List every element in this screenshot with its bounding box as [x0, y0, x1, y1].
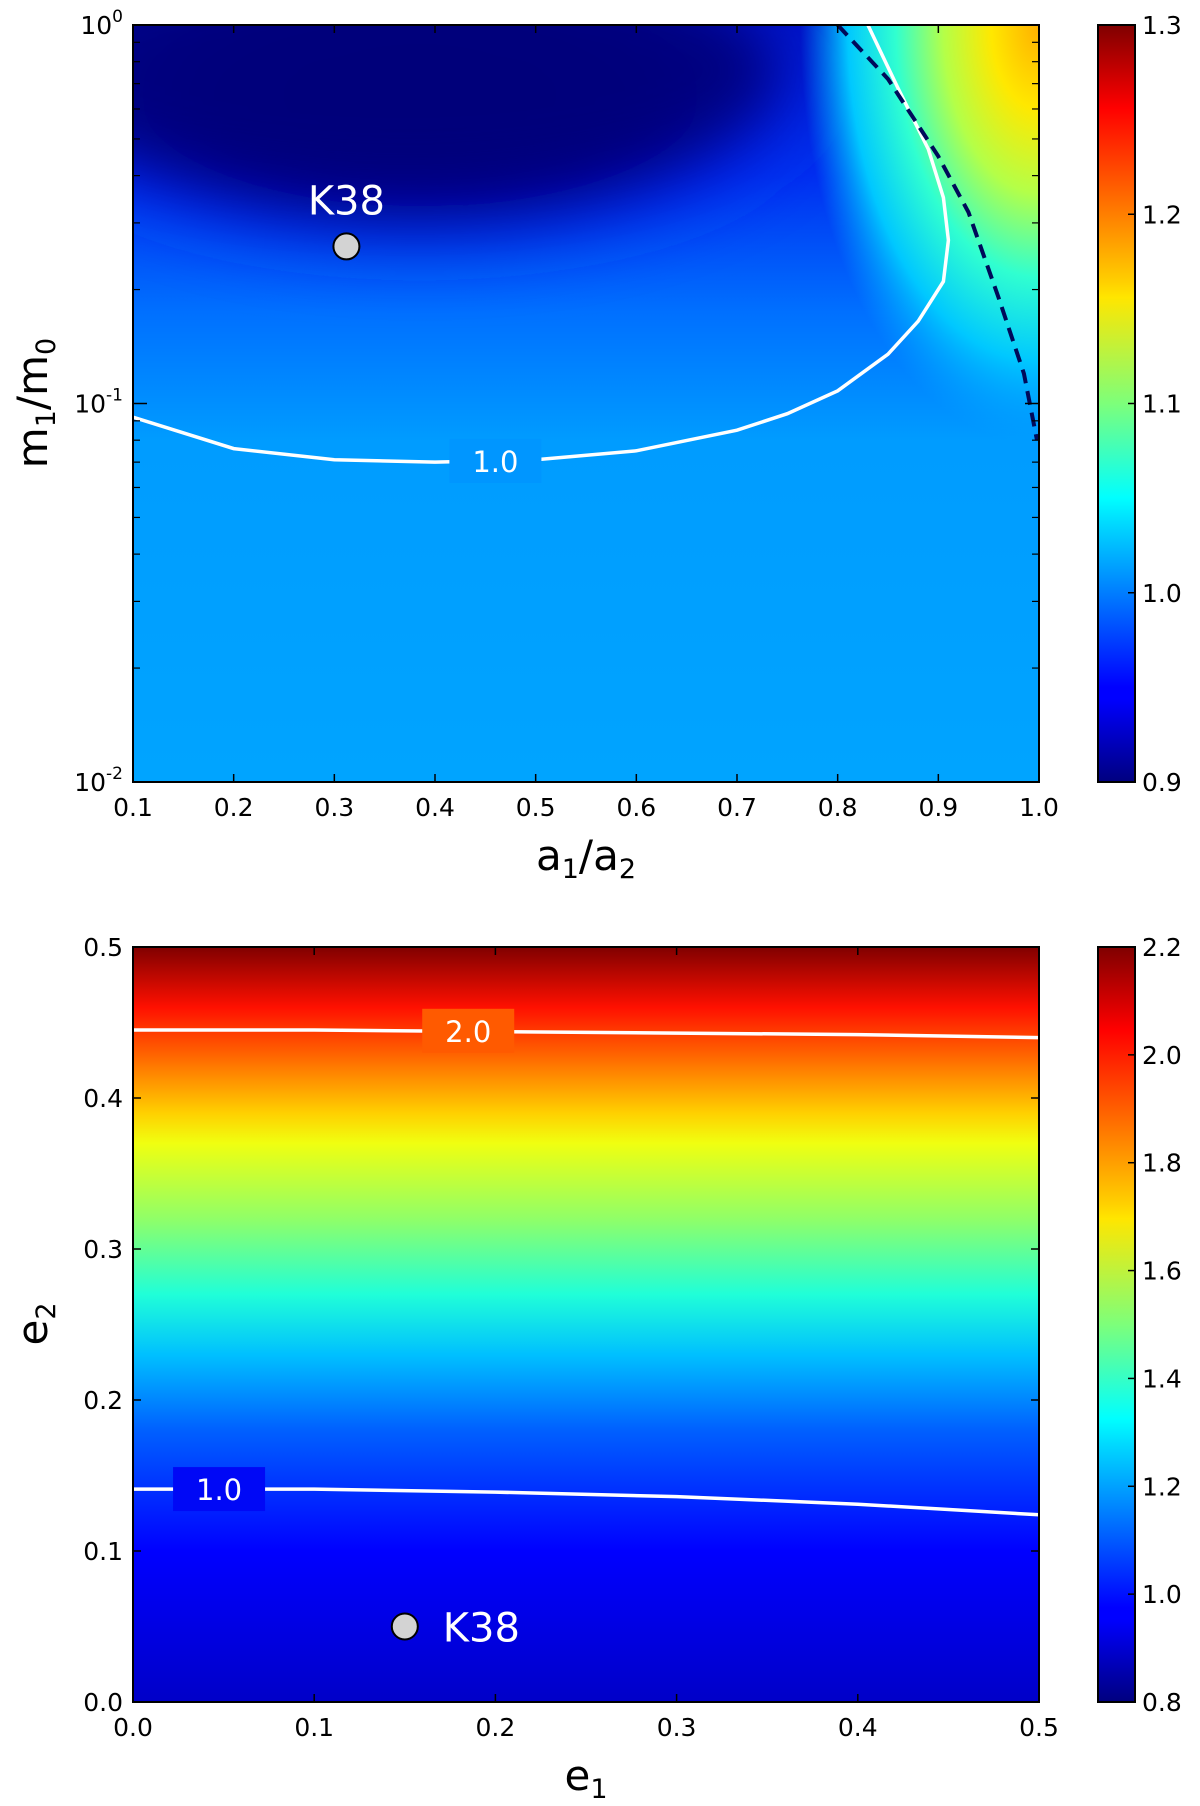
y-tick-label: 0.3 [83, 1235, 123, 1264]
contour-label-2p0: 2.0 [445, 1015, 491, 1049]
top-x-ticks: 0.1 0.2 0.3 0.4 0.5 0.6 0.7 0.8 0.9 1.0 [113, 25, 1059, 822]
colorbar-tick-label: 0.9 [1142, 768, 1182, 797]
colorbar-tick-label: 1.0 [1142, 579, 1182, 608]
y-tick-label: 0.0 [83, 1688, 123, 1717]
contour-label-1p0: 1.0 [472, 445, 518, 479]
colorbar-tick-label: 2.0 [1142, 1041, 1182, 1070]
bottom-y-ticks: 0.0 0.1 0.2 0.3 0.4 0.5 [83, 933, 1039, 1717]
x-tick-label: 0.5 [516, 793, 556, 822]
x-tick-label: 0.2 [476, 1713, 516, 1742]
bottom-colorbar-ticks: 2.2 2.0 1.8 1.6 1.4 1.2 1.0 0.8 [1128, 933, 1182, 1717]
top-x-axis-label: a1/a2 [536, 831, 636, 885]
colorbar-tick-label: 1.3 [1142, 11, 1182, 40]
colorbar-tick-label: 1.2 [1142, 1472, 1182, 1501]
k38-marker [332, 232, 361, 261]
colorbar-tick-label: 1.2 [1142, 200, 1182, 229]
colorbar-tick-label: 1.0 [1142, 1580, 1182, 1609]
contour-label-2p0-background [422, 1008, 515, 1053]
k38-label-bottom: K38 [443, 1606, 520, 1652]
bottom-panel: 2.0 1.0 K38 0.0 0.1 0.2 0.3 0.4 0.5 0.0 0.1 0.2… [8, 933, 1182, 1805]
bottom-x-ticks: 0.0 0.1 0.2 0.3 0.4 0.5 [113, 947, 1059, 1742]
k38-label: K38 [308, 178, 385, 224]
top-panel: 1.0 K38 0.1 0.2 0.3 0.4 0.5 0.6 0.7 0.8 0.9 1.0 1… [8, 7, 1182, 885]
contour-line-1p0 [133, 25, 951, 464]
bottom-axes-frame [132, 946, 1040, 1703]
contour-label-background [449, 438, 542, 483]
x-tick-label: 0.9 [918, 793, 958, 822]
colorbar-tick-label: 2.2 [1142, 933, 1182, 962]
contour-line-2p0 [133, 1028, 1039, 1040]
x-tick-label: 0.0 [113, 1713, 153, 1742]
contour-label-1p0-bottom: 1.0 [196, 1473, 242, 1507]
bottom-colorbar [1097, 946, 1136, 1703]
top-y-ticks: 100 10-1 10-2 [74, 7, 1039, 797]
y-tick-label: 0.1 [83, 1537, 123, 1566]
x-tick-label: 0.1 [113, 793, 153, 822]
top-heatmap [133, 25, 1039, 782]
colorbar-tick-label: 1.8 [1142, 1149, 1182, 1178]
bottom-y-axis-label: e2 [8, 1302, 62, 1345]
x-tick-label: 0.5 [1019, 1713, 1059, 1742]
boundary-dashed-line [836, 25, 1039, 441]
x-tick-label: 0.1 [294, 1713, 334, 1742]
y-tick-label: 100 [80, 7, 123, 40]
colorbar-tick-label: 1.6 [1142, 1257, 1182, 1286]
y-tick-label: 0.5 [83, 933, 123, 962]
top-colorbar-ticks: 1.3 1.2 1.1 1.0 0.9 [1128, 11, 1182, 797]
colorbar-tick-label: 1.1 [1142, 390, 1182, 419]
top-y-axis-label: m1/m0 [8, 338, 62, 468]
x-tick-label: 0.3 [657, 1713, 697, 1742]
x-tick-label: 0.4 [415, 793, 455, 822]
y-tick-label: 10-2 [74, 764, 123, 797]
x-tick-label: 0.6 [616, 793, 656, 822]
y-tick-label: 0.4 [83, 1084, 123, 1113]
colorbar-tick-label: 1.4 [1142, 1364, 1182, 1393]
x-tick-label: 0.2 [214, 793, 254, 822]
x-tick-label: 0.7 [717, 793, 757, 822]
contour-label-1p0-background [173, 1467, 266, 1512]
y-tick-label: 10-1 [74, 386, 123, 419]
colorbar-tick-label: 0.8 [1142, 1688, 1182, 1717]
x-tick-label: 0.4 [838, 1713, 878, 1742]
contour-line-1p0-bottom [133, 1487, 1039, 1517]
y-tick-label: 0.2 [83, 1386, 123, 1415]
bottom-x-axis-label: e1 [564, 1751, 607, 1805]
k38-marker-bottom [390, 1612, 419, 1641]
bottom-heatmap [133, 947, 1039, 1702]
x-tick-label: 0.8 [818, 793, 858, 822]
x-tick-label: 0.3 [314, 793, 354, 822]
x-tick-label: 1.0 [1019, 793, 1059, 822]
